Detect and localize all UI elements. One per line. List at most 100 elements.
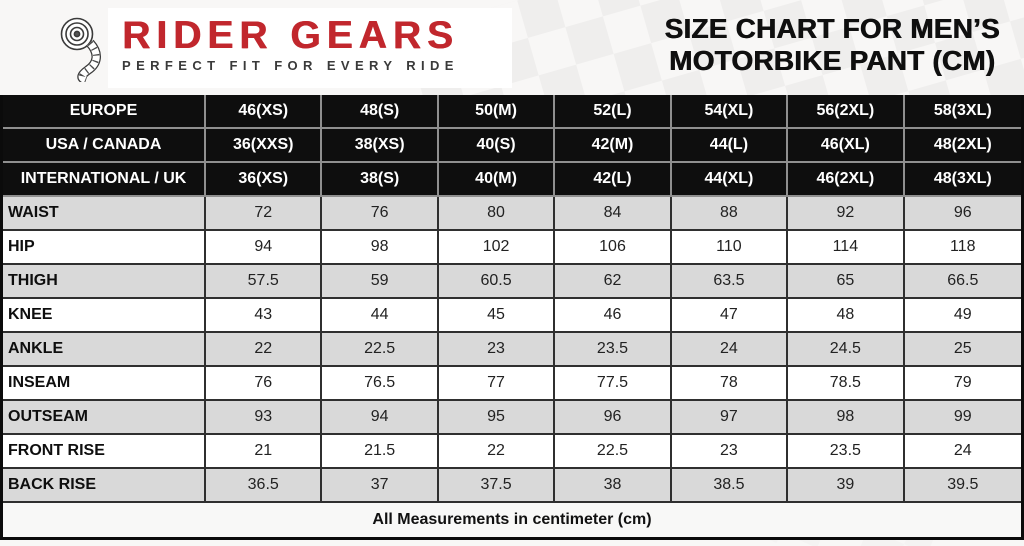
measurement-value-cell: 23 (671, 435, 789, 469)
measurement-value-cell: 93 (206, 401, 323, 435)
measurement-row-label: ANKLE (3, 333, 206, 367)
logo-panel (108, 8, 512, 88)
measurement-value-cell: 39.5 (904, 469, 1021, 503)
measurement-value-cell: 21 (206, 435, 323, 469)
measurement-value-cell: 47 (671, 299, 789, 333)
measurement-value-cell: 23.5 (788, 435, 905, 469)
measurement-value-cell: 95 (438, 401, 556, 435)
measurement-value-cell: 84 (555, 197, 672, 231)
footer-note: All Measurements in centimeter (cm) (3, 503, 1021, 537)
measurement-value-cell: 45 (438, 299, 556, 333)
measurement-row-label: KNEE (3, 299, 206, 333)
measurement-value-cell: 49 (904, 299, 1021, 333)
size-value-cell: 46(2XL) (788, 163, 905, 197)
measurement-value-cell: 44 (322, 299, 439, 333)
tape-measure-icon (60, 17, 101, 82)
size-value-cell: 48(S) (322, 95, 439, 129)
size-value-cell: 40(S) (438, 129, 556, 163)
size-value-cell: 50(M) (438, 95, 556, 129)
measurement-value-cell: 60.5 (438, 265, 556, 299)
measurement-value-cell: 98 (322, 231, 439, 265)
size-value-cell: 48(3XL) (904, 163, 1021, 197)
measurement-value-cell: 77.5 (555, 367, 672, 401)
measurement-value-cell: 97 (671, 401, 789, 435)
measurement-row-label: INSEAM (3, 367, 206, 401)
measurement-value-cell: 65 (788, 265, 905, 299)
measurement-value-cell: 76 (322, 197, 439, 231)
measurement-value-cell: 99 (904, 401, 1021, 435)
measurement-value-cell: 21.5 (322, 435, 439, 469)
page-title: SIZE CHART FOR MEN’S MOTORBIKE PANT (CM) (644, 13, 1020, 76)
size-value-cell: 38(S) (322, 163, 439, 197)
measurement-value-cell: 37.5 (438, 469, 556, 503)
size-value-cell: 52(L) (555, 95, 672, 129)
measurement-value-cell: 76.5 (322, 367, 439, 401)
measurement-value-cell: 22 (438, 435, 556, 469)
size-value-cell: 40(M) (438, 163, 556, 197)
size-value-cell: 46(XL) (788, 129, 905, 163)
measurement-value-cell: 98 (788, 401, 905, 435)
measurement-value-cell: 25 (904, 333, 1021, 367)
measurement-value-cell: 118 (904, 231, 1021, 265)
size-value-cell: 36(XXS) (206, 129, 323, 163)
measurement-row-label: BACK RISE (3, 469, 206, 503)
measurement-value-cell: 38.5 (671, 469, 789, 503)
measurement-value-cell: 59 (322, 265, 439, 299)
measurement-value-cell: 106 (555, 231, 672, 265)
measurement-value-cell: 92 (788, 197, 905, 231)
size-value-cell: 46(XS) (206, 95, 323, 129)
brand-tagline: PERFECT FIT FOR EVERY RIDE (122, 58, 459, 73)
measurement-value-cell: 43 (206, 299, 323, 333)
size-value-cell: 42(L) (555, 163, 672, 197)
measurement-value-cell: 24 (904, 435, 1021, 469)
measurement-value-cell: 38 (555, 469, 672, 503)
brand-block: RIDER GEARS PERFECT FIT FOR EVERY RIDE (122, 16, 508, 73)
measurement-value-cell: 94 (206, 231, 323, 265)
measurement-value-cell: 24 (671, 333, 789, 367)
measurement-value-cell: 110 (671, 231, 789, 265)
measurement-value-cell: 62 (555, 265, 672, 299)
measurement-value-cell: 63.5 (671, 265, 789, 299)
measurement-row-label: HIP (3, 231, 206, 265)
measurement-value-cell: 39 (788, 469, 905, 503)
measurement-value-cell: 37 (322, 469, 439, 503)
measurement-value-cell: 72 (206, 197, 323, 231)
size-value-cell: 44(L) (671, 129, 789, 163)
measurement-value-cell: 114 (788, 231, 905, 265)
measurement-value-cell: 78 (671, 367, 789, 401)
measurement-row-label: THIGH (3, 265, 206, 299)
measurement-value-cell: 77 (438, 367, 556, 401)
measurement-row-label: FRONT RISE (3, 435, 206, 469)
measurement-value-cell: 57.5 (206, 265, 323, 299)
size-system-label: INTERNATIONAL / UK (3, 163, 206, 197)
measurement-value-cell: 78.5 (788, 367, 905, 401)
size-system-label: USA / CANADA (3, 129, 206, 163)
size-value-cell: 58(3XL) (904, 95, 1021, 129)
size-system-label: EUROPE (3, 95, 206, 129)
measurement-value-cell: 36.5 (206, 469, 323, 503)
measurement-value-cell: 80 (438, 197, 556, 231)
measurement-value-cell: 96 (904, 197, 1021, 231)
measurement-value-cell: 94 (322, 401, 439, 435)
page-header: RIDER GEARS PERFECT FIT FOR EVERY RIDE S… (0, 0, 1024, 95)
measurement-value-cell: 79 (904, 367, 1021, 401)
measurement-value-cell: 22.5 (555, 435, 672, 469)
measurement-value-cell: 48 (788, 299, 905, 333)
size-chart-table: EUROPE 46(XS) 48(S) 50(M) 52(L) 54(XL) 56(2XL)… (0, 95, 1024, 540)
brand-name: RIDER GEARS (122, 14, 459, 57)
measurement-value-cell: 22.5 (322, 333, 439, 367)
measurement-value-cell: 46 (555, 299, 672, 333)
size-value-cell: 44(XL) (671, 163, 789, 197)
size-value-cell: 56(2XL) (788, 95, 905, 129)
measurement-value-cell: 76 (206, 367, 323, 401)
size-value-cell: 38(XS) (322, 129, 439, 163)
measurement-row-label: OUTSEAM (3, 401, 206, 435)
measurement-value-cell: 24.5 (788, 333, 905, 367)
measurement-value-cell: 102 (438, 231, 556, 265)
measurement-value-cell: 96 (555, 401, 672, 435)
page-title-line1: SIZE CHART FOR MEN’S (664, 13, 1000, 44)
size-value-cell: 42(M) (555, 129, 672, 163)
measurement-value-cell: 22 (206, 333, 323, 367)
measurement-value-cell: 23.5 (555, 333, 672, 367)
